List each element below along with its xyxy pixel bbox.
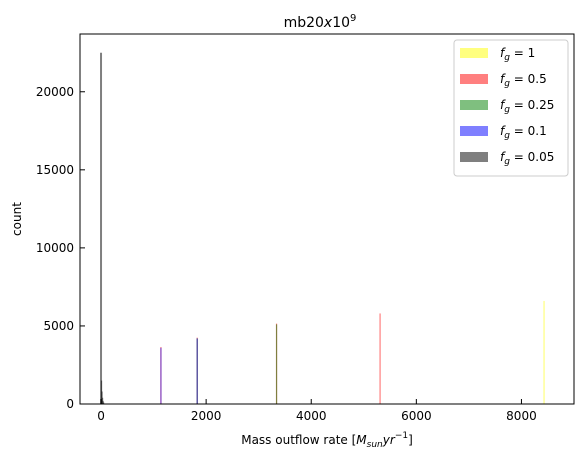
legend-swatch — [460, 74, 488, 84]
chart-title: mb20x109 — [284, 13, 357, 31]
legend-label: fg = 0.25 — [500, 98, 554, 115]
x-tick-label: 6000 — [401, 409, 432, 423]
histogram-bar — [160, 347, 162, 404]
histogram-bar — [379, 313, 381, 404]
legend-label: fg = 0.1 — [500, 124, 547, 141]
y-tick-label: 10000 — [36, 241, 74, 255]
legend-label: fg = 0.05 — [500, 150, 554, 167]
y-axis-label: count — [10, 202, 24, 236]
legend-swatch — [460, 126, 488, 136]
plot-frame — [79, 33, 575, 405]
legend-swatch — [460, 48, 488, 58]
legend: fg = 1 fg = 0.5 fg = 0.25 fg = 0.1 fg = 0.05 — [453, 39, 569, 177]
histogram-bar — [196, 338, 198, 404]
legend-label: fg = 1 — [500, 46, 535, 63]
histogram-bar — [103, 402, 105, 404]
x-axis: 0 2000 4000 6000 8000 — [97, 399, 537, 423]
histogram-bar — [275, 324, 278, 404]
x-tick-label: 2000 — [191, 409, 222, 423]
y-tick-label: 15000 — [36, 163, 74, 177]
y-tick-label: 20000 — [36, 85, 74, 99]
legend-label: fg = 0.5 — [500, 72, 547, 89]
plot-area — [100, 52, 545, 404]
x-tick-label: 0 — [97, 409, 105, 423]
legend-swatch — [460, 100, 488, 110]
x-tick-label: 8000 — [506, 409, 537, 423]
y-tick-label: 0 — [66, 397, 74, 411]
legend-swatch — [460, 152, 488, 162]
y-tick-label: 5000 — [43, 319, 74, 333]
histogram-bar — [100, 52, 103, 404]
histogram-bar — [543, 300, 545, 404]
y-axis: 0 5000 10000 15000 20000 — [36, 85, 85, 411]
x-axis-label: Mass outflow rate [Msunyr−1] — [241, 431, 413, 450]
x-tick-label: 4000 — [296, 409, 327, 423]
